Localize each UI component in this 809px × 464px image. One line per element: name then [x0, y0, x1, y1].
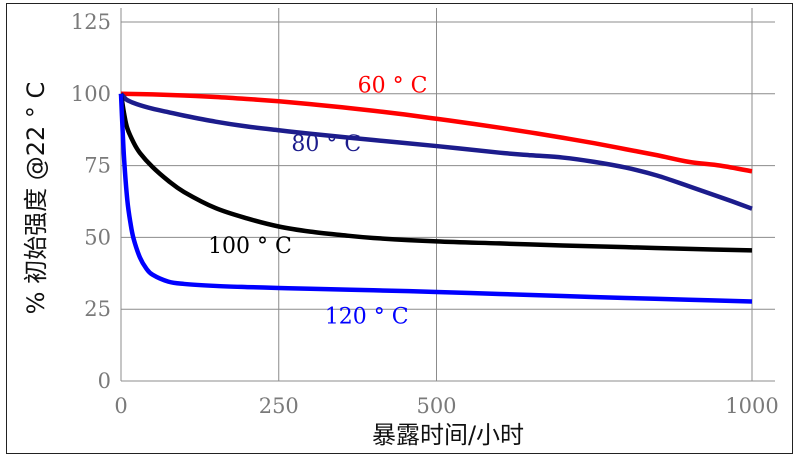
series-line [118, 93, 753, 253]
series-line [120, 91, 753, 174]
x-tick-label: 1000 [725, 394, 778, 418]
y-tick-label: 25 [84, 297, 111, 321]
x-tick-label: 0 [114, 394, 127, 418]
y-tick-label: 100 [71, 82, 111, 106]
x-tick-label: 500 [416, 394, 456, 418]
y-tick-label: 50 [84, 225, 111, 249]
y-axis-title: % 初始强度 @22 ° C [22, 82, 50, 315]
series-label: 60 ° C [358, 73, 428, 98]
chart-frame [6, 3, 793, 454]
y-tick-label: 75 [84, 154, 111, 178]
series-line [118, 93, 753, 304]
series-label: 100 ° C [208, 234, 292, 259]
y-tick-label: 0 [98, 369, 111, 393]
series-label: 120 ° C [325, 305, 409, 330]
series-label: 80 ° C [291, 132, 361, 157]
x-tick-label: 250 [259, 394, 299, 418]
tick-labels: 0 25 50 75 100 125 0 250 500 1000 [71, 10, 779, 418]
series-labels: 60 ° C 80 ° C 100 ° C 120 ° C [208, 73, 427, 329]
series-group [118, 91, 753, 304]
y-tick-label: 125 [71, 10, 111, 34]
series-line [119, 92, 753, 211]
x-axis-title: 暴露时间/小时 [372, 421, 524, 449]
grid [120, 8, 775, 382]
